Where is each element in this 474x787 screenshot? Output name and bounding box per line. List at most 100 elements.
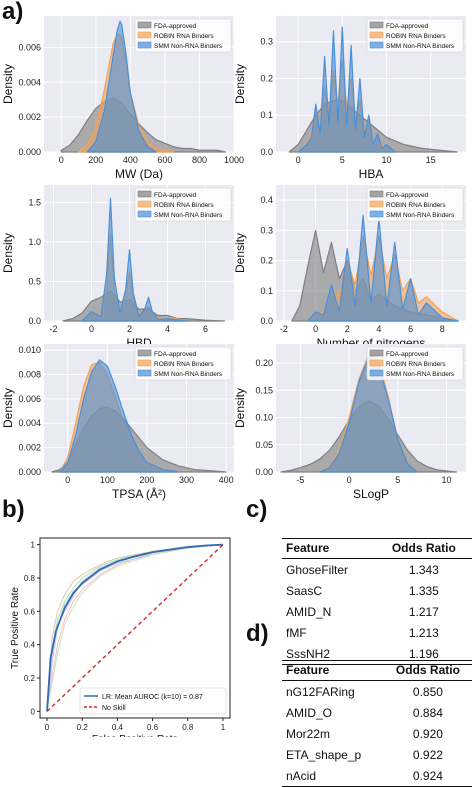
legend-box <box>134 346 232 381</box>
legend-entry: LR: Mean AUROC (k=10) = 0.87 <box>102 694 203 701</box>
legend-swatch <box>137 41 152 49</box>
y-axis-label: Density <box>233 388 247 428</box>
y-axis-label: Density <box>1 388 15 428</box>
y-tick-label: 0.002 <box>18 112 41 122</box>
column-header-odds-ratio: Odds Ratio <box>375 538 472 559</box>
feature-cell: GhoseFilter <box>286 563 349 577</box>
x-tick-label: 2 <box>345 324 350 334</box>
x-tick-label: 5 <box>395 475 400 485</box>
legend-swatch <box>369 349 384 357</box>
table-row: GhoseFilter 1.343 <box>282 559 472 581</box>
feature-cell: AMID_N <box>286 605 332 619</box>
figure-canvas: 0 200 400 600 800 10000.0000.0020.0040.006MW … <box>1 16 466 737</box>
x-tick-label: 100 <box>100 475 115 485</box>
y-tick-label: 0.8 <box>24 574 36 583</box>
y-tick-label: 0.20 <box>255 358 273 368</box>
x-axis-label: HBA <box>359 167 384 181</box>
x-tick-label: 800 <box>192 155 207 165</box>
density-area <box>86 20 157 153</box>
legend-swatch <box>369 21 384 29</box>
table-row: SaasC 1.335 <box>282 580 472 601</box>
x-tick-label: 2 <box>127 324 132 334</box>
y-axis-label: Density <box>233 233 247 273</box>
y-tick-label: 0.010 <box>18 345 41 355</box>
legend-entry: SMM Non-RNA Binders <box>386 212 455 219</box>
feature-cell: Mor22m <box>286 727 331 741</box>
legend-swatch <box>369 369 384 377</box>
y-tick-label: 1 <box>31 541 36 550</box>
legend-swatch <box>369 210 384 218</box>
y-tick-label: 0.3 <box>260 37 273 47</box>
x-tick-label: 200 <box>139 475 154 485</box>
y-tick-label: 0.1 <box>260 110 273 120</box>
feature-cell: SaasC <box>286 584 323 598</box>
x-tick-label: -2 <box>49 324 57 334</box>
y-tick-label: 0 <box>31 707 36 716</box>
legend-swatch <box>137 369 152 377</box>
chart-panel-6: -5 0 5 10 0.00 0.05 0.10 0.15 0.20 SLogP Density FD… <box>233 344 466 501</box>
x-axis-label: MW (Da) <box>115 167 163 181</box>
legend-box <box>366 187 464 222</box>
table-row: AMID_O 0.884 <box>282 702 472 723</box>
x-tick-label: 4 <box>376 324 381 334</box>
legend-entry: ROBIN RNA Binders <box>386 361 446 368</box>
legend-entry: FDA-approved <box>154 23 197 30</box>
legend-entry: SMM Non-RNA Binders <box>386 371 455 378</box>
feature-cell: AMID_O <box>286 706 333 720</box>
y-tick-label: 0.0 <box>28 316 41 326</box>
column-header-feature: Feature <box>282 538 376 559</box>
odds-ratio-cell: 1.335 <box>408 584 439 598</box>
table-row: fMF 1.213 <box>282 622 472 643</box>
legend-entry: SMM Non-RNA Binders <box>386 43 455 50</box>
y-tick-label: 0.006 <box>18 42 41 52</box>
legend-box <box>79 687 227 715</box>
x-tick-label: 200 <box>88 155 103 165</box>
y-tick-label: 0.00 <box>255 467 273 477</box>
y-tick-label: 0.6 <box>24 607 36 616</box>
y-tick-label: 0.2 <box>260 73 273 83</box>
feature-cell: ETA_shape_p <box>286 748 362 762</box>
chart-panel-2: 0 5 10 15 0.0 0.1 0.2 0.3 HBA Density FDA-approved… <box>233 16 466 181</box>
panel-label-a: a) <box>2 0 24 25</box>
table-row: Mor22m 0.920 <box>282 723 472 744</box>
x-tick-label: 0 <box>313 324 318 334</box>
y-tick-label: 1.5 <box>28 197 41 207</box>
legend-swatch <box>137 21 152 29</box>
legend-box <box>366 346 464 381</box>
odds-ratio-cell: 0.884 <box>412 706 443 720</box>
no-skill-line <box>46 544 224 712</box>
odds-ratio-cell: 0.922 <box>412 748 443 762</box>
legend-entry: ROBIN RNA Binders <box>154 33 214 40</box>
x-tick-label: 5 <box>340 155 345 165</box>
legend-entry: FDA-approved <box>386 192 429 199</box>
y-tick-label: 0.0 <box>260 316 273 326</box>
y-tick-label: 0.2 <box>260 256 273 266</box>
x-tick-label: 0 <box>59 155 64 165</box>
y-tick-label: 0.5 <box>28 276 41 286</box>
legend-box <box>366 18 464 53</box>
y-axis-label: True Positive Rate <box>10 587 21 669</box>
x-tick-label: 0 <box>89 324 94 334</box>
chart-panel-1: 0 200 400 600 800 1000 0.000 0.002 0.004 0.006 MW … <box>1 16 244 181</box>
legend-swatch <box>137 359 152 367</box>
column-header-odds-ratio: Odds Ratio <box>383 660 472 681</box>
table-header-row: Feature Odds Ratio <box>282 660 472 681</box>
density-area <box>297 26 396 153</box>
x-tick-label: 0.2 <box>77 723 89 732</box>
legend-entry: ROBIN RNA Binders <box>154 361 214 368</box>
legend-swatch <box>369 31 384 39</box>
y-tick-label: 0.004 <box>18 77 41 87</box>
legend-box <box>134 18 232 53</box>
chart-panel-7: 0 0.2 0.4 0.6 0.8 1 0 0.2 0.4 0.6 0.8 1 False Positi… <box>10 537 231 737</box>
odds-ratio-cell: 0.850 <box>412 685 443 699</box>
y-tick-label: 0.002 <box>18 443 41 453</box>
legend-entry: ROBIN RNA Binders <box>386 33 446 40</box>
density-area <box>59 359 180 473</box>
y-axis-label: Density <box>233 64 247 104</box>
odds-ratio-cell: 1.343 <box>408 563 439 577</box>
panel-label-c: c) <box>246 496 268 523</box>
x-axis-label: TPSA (Å²) <box>112 486 166 501</box>
x-tick-label: 1 <box>221 723 226 732</box>
x-tick-label: 0 <box>347 475 352 485</box>
y-tick-label: 0.3 <box>260 225 273 235</box>
